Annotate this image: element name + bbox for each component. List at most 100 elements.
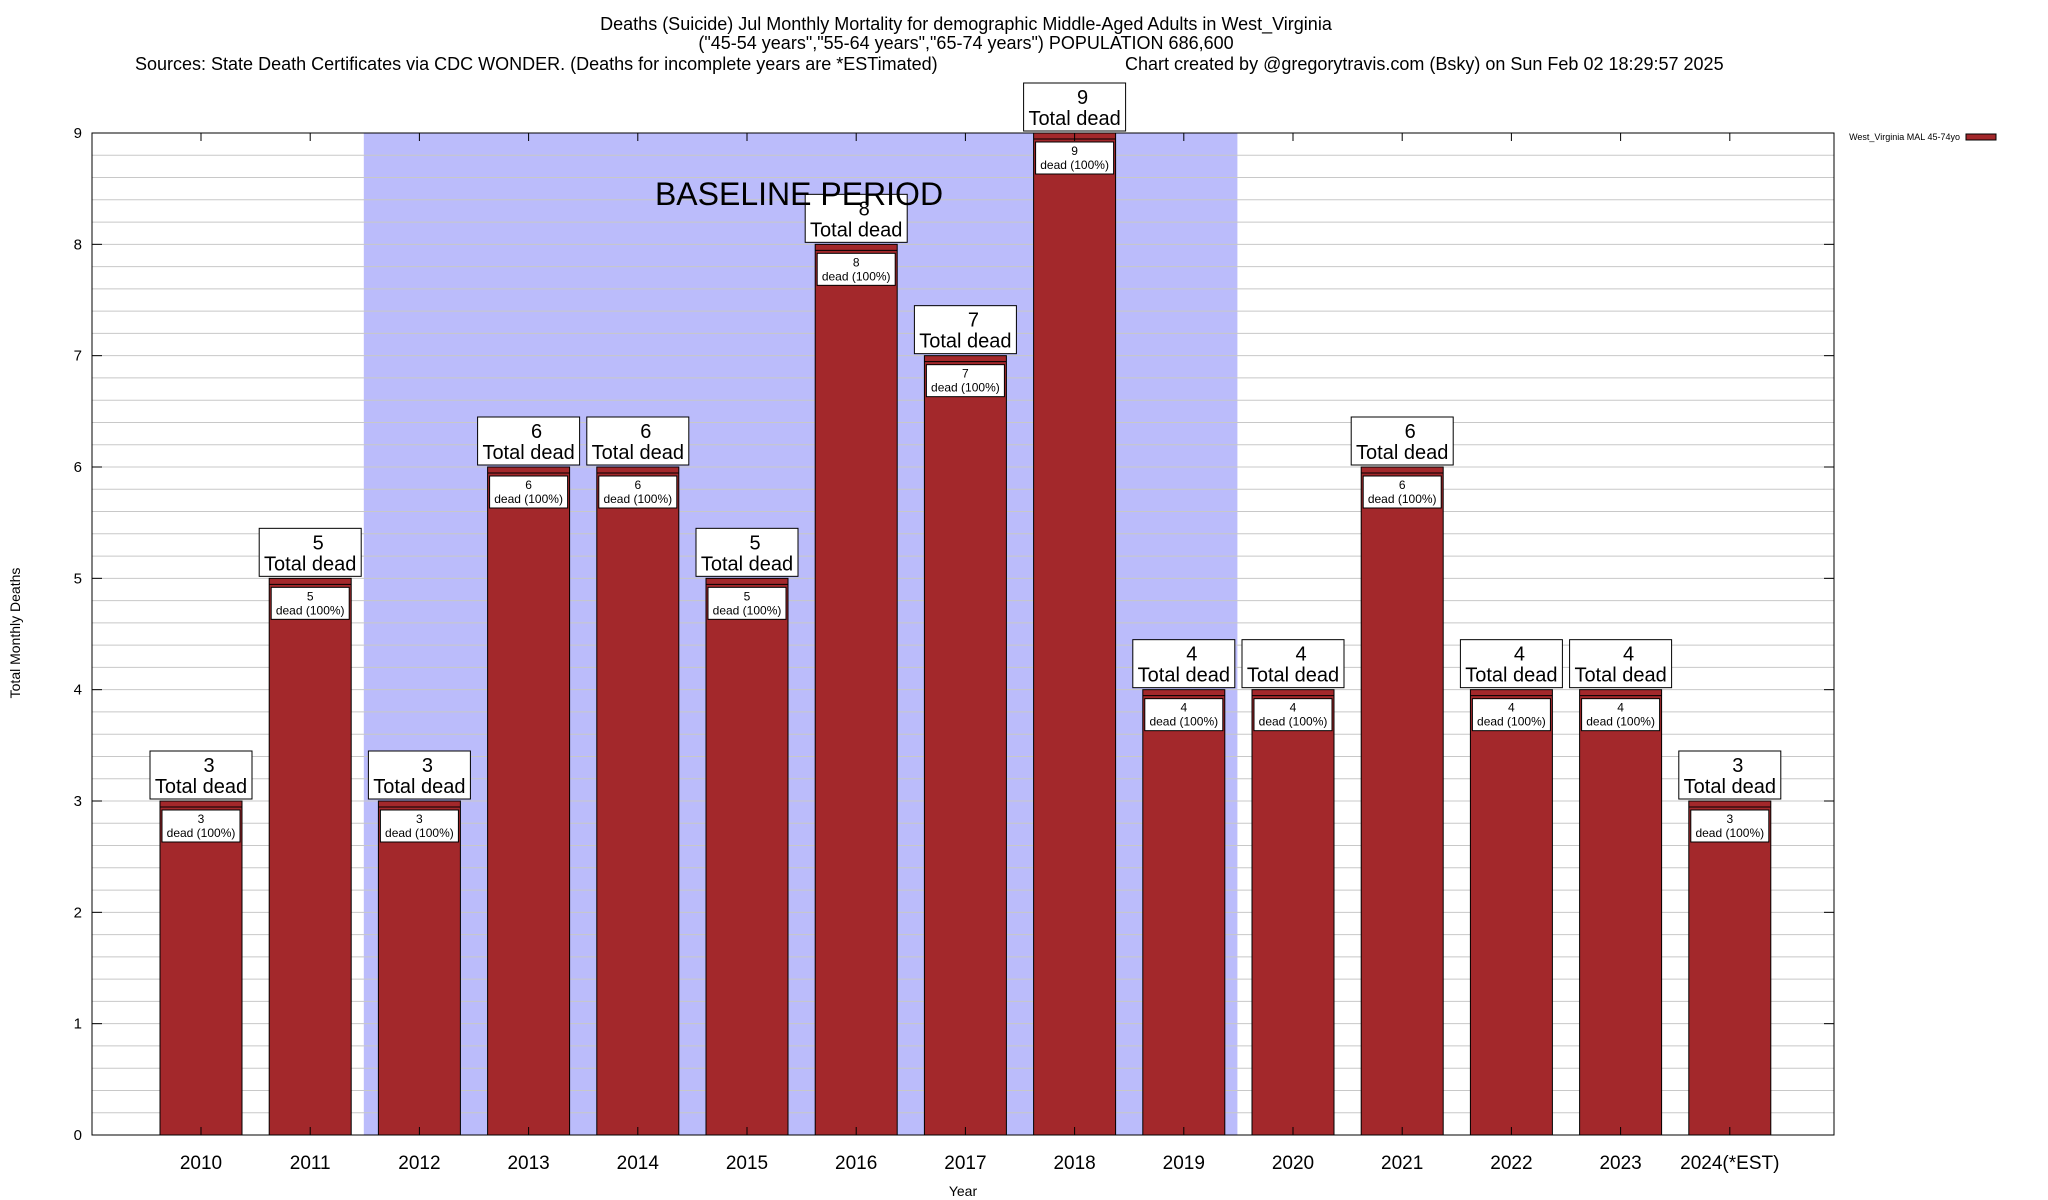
inner-label-box xyxy=(1471,698,1551,732)
y-tick-label: 5 xyxy=(74,570,82,587)
total-label-count: 4 xyxy=(1295,644,1306,666)
legend-swatch xyxy=(1965,133,1997,141)
x-tick-label: 2020 xyxy=(1272,1153,1314,1174)
inner-label-text: dead (100%) xyxy=(494,492,563,506)
baseline-period-label: BASELINE PERIOD xyxy=(655,176,943,212)
x-tick-label: 2021 xyxy=(1381,1153,1423,1174)
inner-label-box xyxy=(379,809,459,843)
total-label-count: 3 xyxy=(1732,755,1743,777)
x-tick-label: 2013 xyxy=(507,1153,549,1174)
inner-label-box xyxy=(1144,698,1224,732)
total-label-box xyxy=(1459,639,1563,689)
inner-label-text: dead (100%) xyxy=(276,603,345,617)
bar-2016 xyxy=(814,243,898,1136)
x-tick-label: 2011 xyxy=(290,1153,331,1174)
inner-label-text: dead (100%) xyxy=(1477,715,1546,729)
total-label-box xyxy=(258,527,362,577)
total-label-box xyxy=(695,527,799,577)
total-label-text: Total dead xyxy=(701,553,793,575)
y-axis-label: Total Monthly Deaths xyxy=(7,568,23,699)
total-label-count: 4 xyxy=(1623,644,1634,666)
bar-2013 xyxy=(487,466,571,1136)
inner-label-text: dead (100%) xyxy=(1695,826,1764,840)
inner-label-box xyxy=(1362,475,1442,509)
total-label-text: Total dead xyxy=(810,219,902,241)
total-label-count: 5 xyxy=(313,532,324,554)
inner-label-box xyxy=(925,364,1005,398)
bar-2011 xyxy=(268,577,352,1136)
x-tick-label: 2015 xyxy=(726,1153,768,1174)
total-label-text: Total dead xyxy=(1138,665,1230,687)
total-label-box xyxy=(1241,639,1345,689)
chart-sources: Sources: State Death Certificates via CD… xyxy=(135,54,938,74)
total-label-count: 4 xyxy=(1186,644,1197,666)
x-axis-label: Year xyxy=(949,1183,978,1199)
legend-entry-label: West_Virginia MAL 45-74yo xyxy=(1849,132,1960,142)
x-tick-label: 2017 xyxy=(944,1153,986,1174)
inner-label-count: 6 xyxy=(525,478,532,492)
total-label-box xyxy=(149,750,253,800)
bars xyxy=(159,132,1772,1136)
bar-2014 xyxy=(596,466,680,1136)
total-label-box xyxy=(1678,750,1782,800)
bar-2020 xyxy=(1251,689,1335,1136)
y-tick-label: 0 xyxy=(74,1127,82,1144)
x-tick-label: 2016 xyxy=(835,1153,877,1174)
total-label-text: Total dead xyxy=(1574,665,1666,687)
chart-credit: Chart created by @gregorytravis.com (Bsk… xyxy=(1125,54,1724,74)
bar-2024(*EST) xyxy=(1688,800,1772,1136)
bar-2010 xyxy=(159,800,243,1136)
bar-2019 xyxy=(1142,689,1226,1136)
inner-label-count: 4 xyxy=(1508,701,1515,715)
legend: West_Virginia MAL 45-74yo xyxy=(1849,132,1997,142)
y-tick-label: 7 xyxy=(74,348,82,365)
total-label-text: Total dead xyxy=(1356,442,1448,464)
inner-label-text: dead (100%) xyxy=(1259,715,1328,729)
inner-label-text: dead (100%) xyxy=(1149,715,1218,729)
bar-2012 xyxy=(377,800,461,1136)
inner-label-count: 9 xyxy=(1071,144,1078,158)
total-label-text: Total dead xyxy=(482,442,574,464)
inner-label-text: dead (100%) xyxy=(713,603,782,617)
inner-label-text: dead (100%) xyxy=(603,492,672,506)
x-tick-label: 2018 xyxy=(1053,1153,1095,1174)
total-label-text: Total dead xyxy=(264,553,356,575)
y-axis-ticks: 0 1 2 3 4 5 6 7 8 9 xyxy=(74,125,1834,1144)
inner-label-box xyxy=(161,809,241,843)
inner-label-text: dead (100%) xyxy=(385,826,454,840)
total-label-text: Total dead xyxy=(592,442,684,464)
inner-label-box xyxy=(1690,809,1770,843)
inner-label-box xyxy=(489,475,569,509)
inner-label-count: 4 xyxy=(1180,701,1187,715)
y-tick-label: 6 xyxy=(74,459,82,476)
inner-label-count: 5 xyxy=(307,589,314,603)
plot-frame xyxy=(91,132,1835,1136)
total-label-count: 8 xyxy=(859,198,870,220)
y-tick-label: 1 xyxy=(74,1016,82,1033)
inner-label-count: 5 xyxy=(744,589,751,603)
bar-2022 xyxy=(1469,689,1553,1136)
y-tick-label: 4 xyxy=(74,682,82,699)
inner-label-count: 8 xyxy=(853,255,860,269)
inner-label-box xyxy=(1253,698,1333,732)
